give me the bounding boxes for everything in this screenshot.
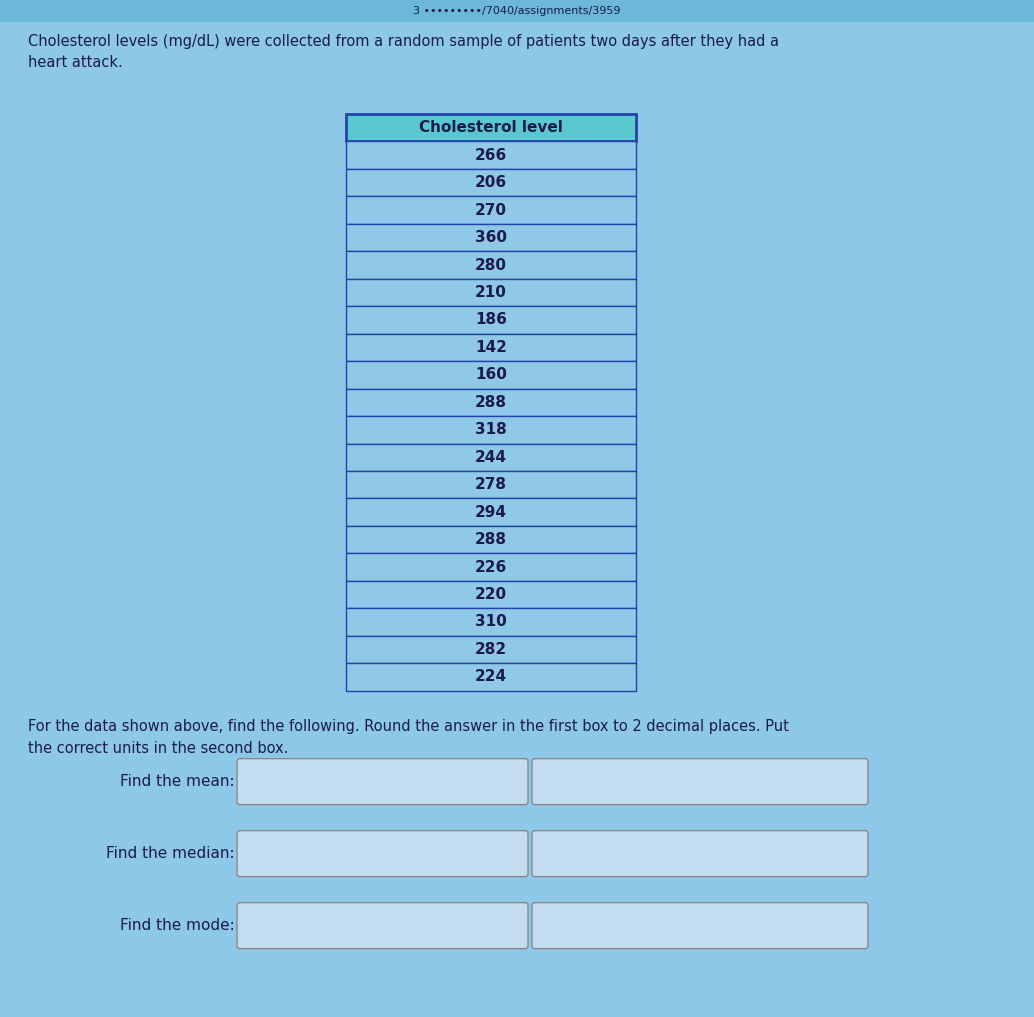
Bar (346, 169, 636, 196)
Text: 282: 282 (475, 642, 508, 657)
FancyBboxPatch shape (533, 831, 868, 877)
FancyBboxPatch shape (237, 903, 528, 949)
Text: 226: 226 (475, 559, 508, 575)
Text: 360: 360 (476, 230, 507, 245)
Text: 3 •••••••••/7040/assignments/3959: 3 •••••••••/7040/assignments/3959 (414, 6, 620, 16)
Text: Find the median:: Find the median: (107, 846, 235, 861)
Text: 160: 160 (476, 367, 507, 382)
Text: 266: 266 (475, 147, 508, 163)
Text: 318: 318 (476, 422, 507, 437)
FancyBboxPatch shape (237, 759, 528, 804)
Text: 278: 278 (476, 477, 507, 492)
Bar (346, 636, 636, 663)
Text: Find the mean:: Find the mean: (120, 774, 235, 789)
Text: 220: 220 (475, 587, 508, 602)
FancyBboxPatch shape (533, 759, 868, 804)
Text: 224: 224 (475, 669, 508, 684)
Bar (346, 361, 636, 388)
Bar (346, 334, 636, 361)
Bar (346, 471, 636, 498)
Bar (346, 498, 636, 526)
Bar (346, 388, 636, 416)
Text: 244: 244 (476, 450, 507, 465)
FancyBboxPatch shape (533, 903, 868, 949)
Bar (346, 114, 636, 141)
Bar (0, 0, 1034, 22)
Bar (346, 251, 636, 279)
Bar (346, 526, 636, 553)
Bar (346, 141, 636, 169)
Text: 142: 142 (476, 340, 507, 355)
Text: 294: 294 (476, 504, 507, 520)
Text: 310: 310 (476, 614, 507, 630)
Bar (346, 196, 636, 224)
Text: Find the mode:: Find the mode: (120, 918, 235, 934)
Text: 288: 288 (476, 395, 507, 410)
Text: 270: 270 (476, 202, 507, 218)
Text: For the data shown above, find the following. Round the answer in the first box : For the data shown above, find the follo… (28, 719, 789, 756)
Bar (346, 443, 636, 471)
Bar (346, 663, 636, 691)
Bar (346, 581, 636, 608)
Bar (346, 608, 636, 636)
Text: 210: 210 (476, 285, 507, 300)
Bar (346, 306, 636, 334)
Bar (346, 553, 636, 581)
Bar (346, 224, 636, 251)
FancyBboxPatch shape (237, 831, 528, 877)
Bar (346, 416, 636, 443)
Text: Cholesterol levels (mg/dL) were collected from a random sample of patients two d: Cholesterol levels (mg/dL) were collecte… (28, 34, 779, 70)
Text: Cholesterol level: Cholesterol level (419, 120, 564, 135)
Text: 280: 280 (476, 257, 507, 273)
Text: 206: 206 (475, 175, 508, 190)
Bar (346, 279, 636, 306)
Text: 288: 288 (476, 532, 507, 547)
Text: 186: 186 (476, 312, 507, 327)
